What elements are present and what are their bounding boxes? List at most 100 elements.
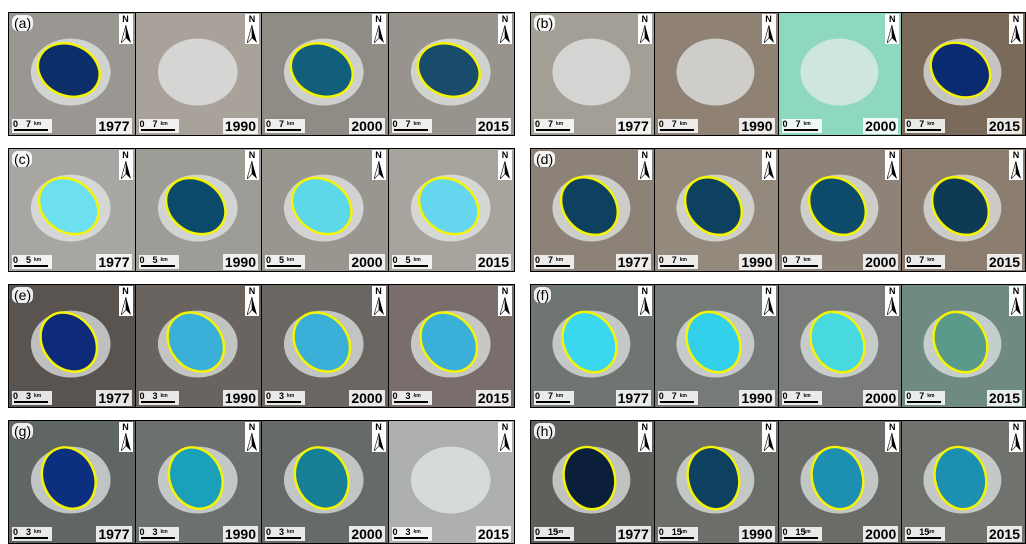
scale-line [267, 265, 301, 267]
scale-line [660, 265, 694, 267]
panel-label: (e) [12, 287, 33, 303]
north-arrow: N [885, 422, 899, 452]
arrow [640, 25, 650, 43]
year-label: 2000 [863, 390, 898, 406]
north-arrow: N [372, 422, 386, 452]
imagery [389, 13, 515, 135]
year-label: 2000 [349, 254, 384, 270]
scale-unit: km [414, 257, 421, 263]
scale-length: 5 [26, 255, 31, 265]
scale-unit: km [804, 121, 811, 127]
scale-unit: km [161, 529, 168, 535]
north-label: N [249, 422, 256, 432]
scale-length: 7 [796, 391, 801, 401]
scale-length: 3 [153, 391, 158, 401]
imagery [389, 149, 515, 271]
north-arrow: N [119, 422, 133, 452]
scale-bar: 03km [265, 527, 305, 541]
north-arrow: N [119, 150, 133, 180]
arrow [887, 161, 897, 179]
scale-line [536, 265, 570, 267]
north-arrow: N [638, 150, 652, 180]
satellite-tile: N015km2000 [779, 421, 903, 543]
scale-line [394, 129, 428, 131]
panel-label: (h) [534, 423, 555, 439]
north-arrow: N [1009, 286, 1023, 316]
scale-unit: km [287, 529, 294, 535]
scale-line [536, 401, 570, 403]
scale-unit: km [414, 393, 421, 399]
scale-line [394, 265, 428, 267]
panel-label: (f) [534, 287, 551, 303]
arrow [764, 297, 774, 315]
scale-length: 7 [26, 119, 31, 129]
scale-bar: 03km [139, 391, 179, 405]
scale-line [267, 537, 301, 539]
scale-bar: 07km [658, 391, 698, 405]
scale-unit: km [556, 121, 563, 127]
north-label: N [889, 286, 896, 296]
scale-unit: km [161, 393, 168, 399]
panel: (h)N015km1977N015km1990N015km2000N015km2… [530, 420, 1026, 544]
north-arrow: N [245, 286, 259, 316]
scale-length: 3 [279, 527, 284, 537]
north-label: N [122, 286, 129, 296]
scale-length: 7 [548, 391, 553, 401]
arrow [374, 25, 384, 43]
scale-start: 0 [393, 255, 398, 265]
panel: (d)N07km1977N07km1990N07km2000N07km2015 [530, 148, 1026, 272]
scale-line [907, 537, 941, 539]
arrow [247, 25, 257, 43]
panel-label: (a) [12, 15, 33, 31]
year-label: 1977 [96, 254, 131, 270]
year-label: 2000 [863, 526, 898, 542]
north-label: N [375, 150, 382, 160]
north-label: N [249, 150, 256, 160]
satellite-tile: N015km2015 [902, 421, 1025, 543]
year-label: 1990 [223, 254, 258, 270]
north-arrow: N [498, 150, 512, 180]
scale-length: 7 [672, 119, 677, 129]
north-arrow: N [245, 150, 259, 180]
arrow [247, 433, 257, 451]
scale-bar: 07km [534, 391, 574, 405]
scale-length: 7 [548, 119, 553, 129]
imagery [655, 13, 778, 135]
year-label: 2000 [863, 254, 898, 270]
north-arrow: N [762, 14, 776, 44]
scale-start: 0 [535, 119, 540, 129]
scale-start: 0 [783, 119, 788, 129]
north-label: N [502, 422, 509, 432]
year-label: 1977 [616, 254, 651, 270]
scale-line [784, 265, 818, 267]
scale-start: 0 [659, 119, 664, 129]
north-label: N [765, 422, 772, 432]
scale-length: 7 [672, 255, 677, 265]
scale-start: 0 [13, 255, 18, 265]
year-label: 2015 [987, 118, 1022, 134]
scale-length: 5 [279, 255, 284, 265]
satellite-tile: N03km2000 [262, 285, 389, 407]
arrow [374, 297, 384, 315]
scale-bar: 03km [12, 527, 52, 541]
arrow [500, 297, 510, 315]
imagery [262, 285, 388, 407]
scale-line [141, 537, 175, 539]
scale-start: 0 [266, 527, 271, 537]
scale-start: 0 [783, 391, 788, 401]
imagery [262, 421, 388, 543]
year-label: 1977 [616, 390, 651, 406]
scale-start: 0 [13, 527, 18, 537]
scale-start: 0 [393, 391, 398, 401]
scale-unit: km [804, 393, 811, 399]
